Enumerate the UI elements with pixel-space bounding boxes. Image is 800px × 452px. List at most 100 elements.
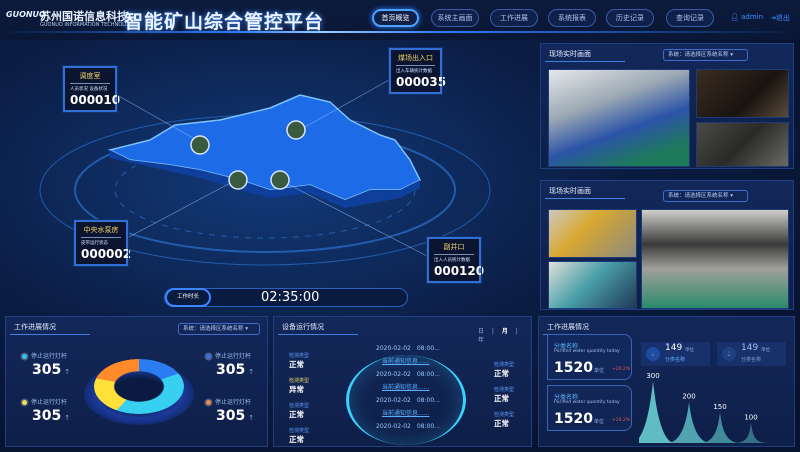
device-status-panel: 设备运行情况 日 | 月 | 年 检测类型 正常 检测类型 异常 检测类型 正常 检测… — [273, 316, 532, 447]
timeline-notice-link[interactable]: 当前通知信息...... — [382, 410, 430, 417]
callout-title: 调度室 — [70, 71, 110, 84]
device-item[interactable]: 检测类型 正常 — [494, 362, 515, 378]
header-glow-line — [0, 31, 800, 33]
nav-work-progress[interactable]: 工作进展 — [490, 9, 538, 27]
camera-feed-pump-room[interactable] — [548, 261, 637, 309]
callout-dispatch-room[interactable]: 调度室 人员状况 设备状况 000010 — [62, 65, 120, 113]
mini-unit: 单位 — [761, 348, 770, 353]
stat-value: 305 ↑ — [32, 408, 71, 424]
card-unit: 单位 — [594, 368, 605, 374]
mini-stat: 💧︎ 149 单位 分类名称 — [641, 342, 710, 366]
nav-home-overview[interactable]: 首页概览 — [372, 9, 419, 27]
callout-title: 副井口 — [434, 242, 474, 255]
system-select[interactable]: 系统：请选择区系统名称 ▾ — [663, 190, 748, 202]
title-underline — [10, 334, 90, 335]
user-menu[interactable]: 👤︎ admin — [730, 13, 763, 21]
timeline-notice-link[interactable]: 当前通知信息...... — [382, 384, 430, 391]
card-value: 1520 — [554, 411, 593, 427]
camera-feed-equipment[interactable] — [548, 209, 637, 258]
mini-name: 分类名称 — [665, 357, 686, 363]
mine-map — [39, 79, 491, 266]
card-unit: 单位 — [594, 419, 605, 425]
header: GUONUO 苏州国诺信息科技 GUONUO INFORMATION TECHN… — [0, 0, 800, 40]
camera-feed-tunnel-locomotive[interactable] — [548, 69, 690, 167]
callout-subtitle: 出入人员统计数据 — [434, 258, 470, 263]
camera-marker — [190, 135, 210, 155]
title-underline — [545, 61, 625, 62]
card-value: 1520 — [554, 360, 593, 376]
up-arrow-icon: ↑ — [64, 368, 71, 376]
camera-feed-rail-track[interactable] — [696, 122, 789, 167]
tab-year[interactable]: 年 — [478, 337, 485, 344]
map-region-edge — [110, 150, 420, 208]
peak-data-label: 300 — [646, 372, 659, 380]
system-select[interactable]: 系统：请选择区系统名称 ▾ — [178, 323, 260, 335]
tab-month[interactable]: 月 — [501, 328, 508, 335]
callout-subtitle: 人员状况 设备状况 — [70, 87, 108, 92]
timeline-time: 2020-02-02 08:00... — [376, 397, 440, 404]
device-right-list: 检测类型 正常 检测类型 正常 检测类型 正常 — [494, 361, 514, 436]
callout-value: 000120 — [434, 264, 485, 278]
up-arrow-icon: ↑ — [248, 368, 255, 376]
nav-query[interactable]: 查询记录 — [666, 9, 714, 27]
device-item[interactable]: 检测类型 正常 — [289, 428, 310, 444]
work-duration-bar: 工作时长 02:35:00 — [164, 288, 408, 307]
legend-dot — [206, 400, 211, 405]
peak-mark — [700, 412, 740, 443]
card-subtitle: Purified water quantity today — [554, 349, 620, 354]
camera-panel-2: 现场实时画面 系统：请选择区系统名称 ▾ — [540, 180, 794, 310]
nav-system-reports[interactable]: 系统报表 — [548, 9, 596, 27]
company-name: 苏州国诺信息科技 — [40, 10, 128, 23]
camera-panel-1: 现场实时画面 系统：请选择区系统名称 ▾ — [540, 43, 794, 169]
camera-feed-belt-corridor[interactable] — [641, 209, 789, 309]
map-region-shape — [107, 94, 422, 201]
camera-feed-conveyor[interactable] — [696, 69, 789, 118]
system-select[interactable]: 系统：请选择区系统名称 ▾ — [663, 49, 748, 61]
water-progress-panel: 工作进展情况 分类名称 Purified water quantity toda… — [538, 316, 795, 447]
logout-button[interactable]: ⇥退出 — [770, 13, 790, 23]
callout-pump-house[interactable]: 中央水泵房 皮带运行状态 000002 — [73, 219, 131, 267]
callout-auxiliary-shaft[interactable]: 副井口 出入人员统计数据 000120 — [426, 236, 485, 284]
username: admin — [741, 13, 764, 21]
work-duration-value: 02:35:00 — [261, 290, 320, 305]
up-arrow-icon: ↑ — [64, 414, 71, 422]
timeline-time: 2020-02-02 08:00... — [376, 345, 440, 352]
callout-coal-yard[interactable]: 煤场出入口 出入车辆统计数据 000035 — [388, 47, 447, 95]
tab-day[interactable]: 日 — [478, 328, 485, 335]
panel-title: 现场实时画面 — [549, 50, 591, 58]
nav-history[interactable]: 历史记录 — [606, 9, 654, 27]
peak-data-label: 150 — [713, 403, 726, 411]
period-tabs: 日 | 月 | 年 — [478, 328, 518, 344]
user-icon: 👤︎ — [730, 13, 739, 21]
card-name: 分类名称 — [554, 343, 579, 350]
peak-mark — [639, 381, 675, 443]
camera-marker — [228, 170, 248, 190]
panel-title: 设备运行情况 — [282, 323, 324, 331]
page-title: 智能矿山综合管控平台 — [124, 11, 325, 33]
work-duration-label: 工作时长 — [165, 288, 211, 307]
company-logo: GUONUO — [6, 10, 46, 19]
device-item[interactable]: 检测类型 正常 — [289, 353, 310, 369]
timeline-notice-link[interactable]: 当前通知信息...... — [382, 358, 430, 365]
timeline-time: 2020-02-02 08:00... — [376, 371, 440, 378]
mini-unit: 单位 — [685, 348, 694, 353]
camera-marker — [286, 120, 306, 140]
legend-dot — [206, 354, 211, 359]
callout-title: 中央水泵房 — [81, 225, 121, 238]
device-item[interactable]: 检测类型 异常 — [289, 378, 310, 394]
company-name-en: GUONUO INFORMATION TECHNOLOGY — [40, 22, 136, 28]
stat-value: 305 ↑ — [216, 362, 255, 378]
stat-label: 停止运行灯杆 — [206, 351, 251, 360]
water-drop-icon: 💧︎ — [646, 347, 660, 361]
nav-system-main[interactable]: 系统主画面 — [431, 9, 479, 27]
device-item[interactable]: 检测类型 正常 — [289, 403, 310, 419]
device-item[interactable]: 检测类型 正常 — [494, 412, 515, 428]
callout-subtitle: 皮带运行状态 — [81, 241, 108, 246]
timeline-ring — [346, 355, 466, 445]
callout-value: 000035 — [396, 75, 447, 89]
device-item[interactable]: 检测类型 正常 — [494, 387, 515, 403]
stat-label: 停止运行灯杆 — [22, 351, 67, 360]
mini-value: 149 — [665, 343, 683, 353]
card-name: 分类名称 — [554, 394, 579, 401]
panel-title: 工作进展情况 — [547, 323, 589, 331]
